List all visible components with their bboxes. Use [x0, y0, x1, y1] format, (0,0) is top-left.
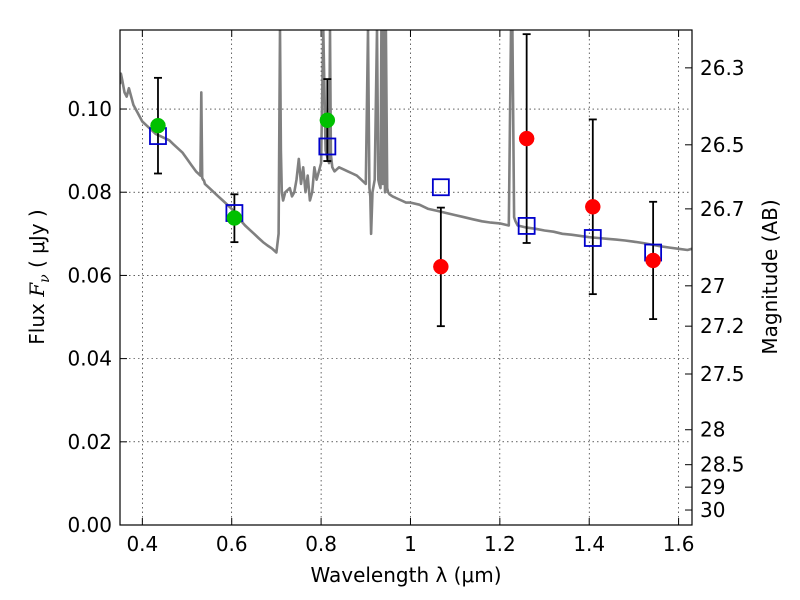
plot-frame: [119, 29, 693, 526]
y2-tick-label: 27: [700, 274, 725, 298]
x-tick-label: 1.2: [484, 532, 516, 556]
x-tick-label: 0.4: [126, 532, 158, 556]
data-point: [150, 117, 166, 134]
y-axis-title: Flux Fν ( μJy ): [25, 209, 53, 344]
y2-tick-label: 26.5: [700, 133, 745, 157]
x-axis-title: Wavelength λ (μm): [310, 563, 501, 587]
model-square-marker: [517, 217, 536, 235]
data-point: [319, 112, 336, 129]
y-axis-title-prefix: Flux: [25, 297, 49, 345]
x-tick-label: 0.6: [216, 532, 248, 556]
y2-tick-label: 30: [700, 498, 725, 522]
y-tick-label: 0.02: [67, 430, 112, 454]
axis-ticks: 0.4 0.6 0.8 1 1.2 1.4 1.6 0.00 0.02 0.04 0.06 0.08 0…: [67, 30, 745, 556]
data-point: [518, 130, 535, 147]
model-square-marker: [431, 178, 450, 197]
data-point: [585, 199, 601, 215]
y2-tick-label: 27.2: [700, 314, 745, 338]
y-axis-title-subscript: ν: [37, 274, 53, 283]
data-point: [433, 258, 449, 275]
y-tick-label: 0.00: [67, 513, 112, 537]
observed-photometry-points: [150, 112, 661, 275]
y-axis-title-suffix: ( μJy ): [25, 209, 49, 274]
y-tick-label: 0.04: [67, 347, 112, 371]
y-tick-label: 0.10: [67, 97, 112, 121]
y-axis-title-symbol: F: [25, 282, 49, 298]
sed-model-line: [120, 30, 692, 254]
x-tick-label: 0.8: [305, 532, 337, 556]
y2-tick-label: 26.7: [700, 197, 745, 221]
model-square-marker: [583, 229, 602, 247]
y2-tick-label: 29: [700, 475, 725, 499]
plot-background: [120, 30, 692, 525]
model-square-marker: [318, 137, 337, 156]
y2-tick-label: 26.3: [700, 56, 745, 80]
y2-tick-label: 28: [700, 418, 725, 442]
y-tick-label: 0.08: [67, 180, 112, 204]
y2-tick-label: 27.5: [700, 362, 745, 386]
data-point: [226, 210, 243, 226]
x-tick-label: 1: [404, 532, 417, 556]
y-tick-label: 0.06: [67, 263, 112, 287]
data-point: [645, 252, 661, 269]
sed-model-path: [120, 30, 692, 254]
x-tick-label: 1.6: [663, 532, 695, 556]
right-axis-title: Magnitude (AB): [758, 199, 782, 354]
y2-tick-label: 28.5: [700, 453, 745, 477]
x-tick-label: 1.4: [573, 532, 605, 556]
